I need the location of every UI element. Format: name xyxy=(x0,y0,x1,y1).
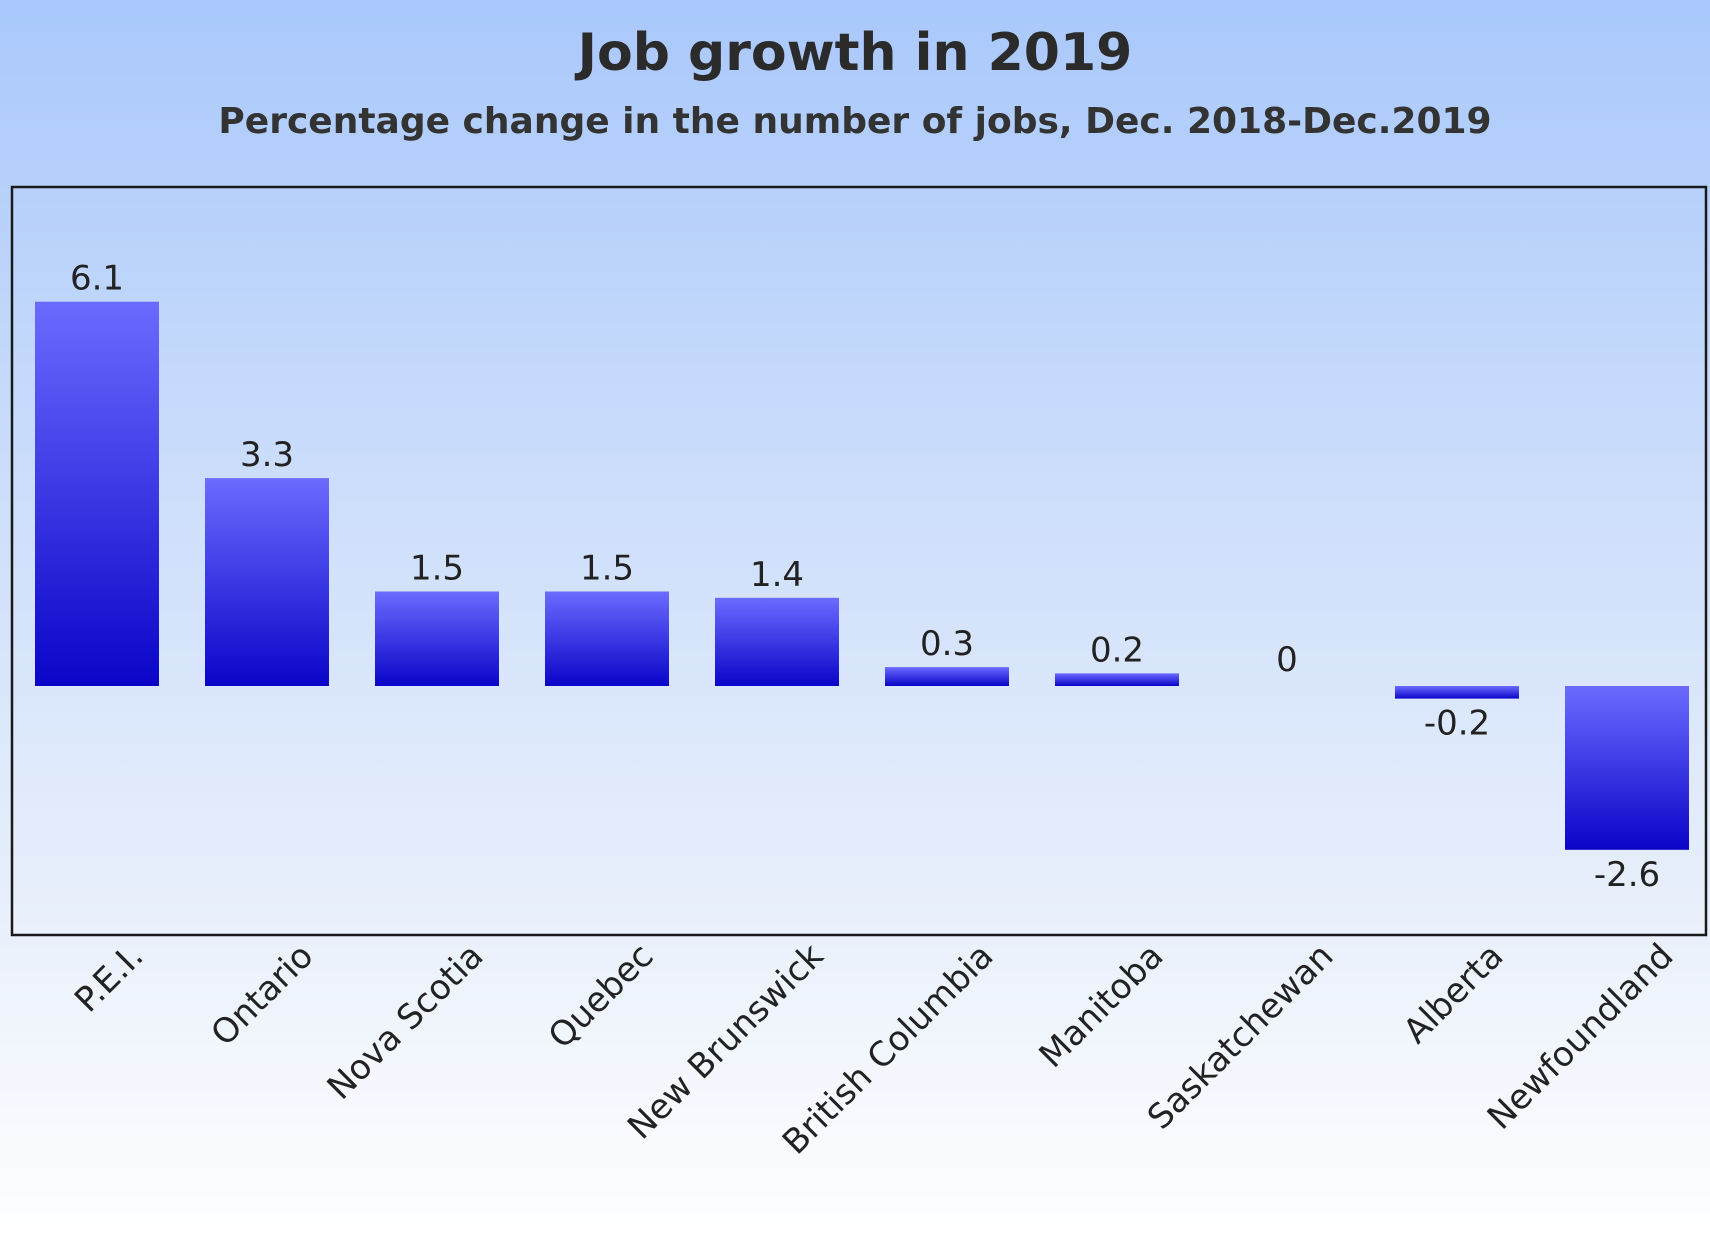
x-tick-label: Quebec xyxy=(541,936,662,1057)
chart-subtitle: Percentage change in the number of jobs,… xyxy=(218,101,1491,142)
value-label: 0.2 xyxy=(1090,630,1144,670)
value-label: 6.1 xyxy=(70,259,124,299)
x-tick-label: Manitoba xyxy=(1032,936,1172,1076)
value-label: 1.5 xyxy=(410,549,464,589)
x-tick-label: P.E.I. xyxy=(67,936,151,1020)
bars xyxy=(35,301,1689,850)
bar-new-brunswick xyxy=(715,597,839,686)
x-tick-label: Ontario xyxy=(203,936,321,1054)
value-label: -2.6 xyxy=(1594,855,1660,895)
bar-newfoundland xyxy=(1565,686,1689,850)
value-labels: 6.1 3.3 1.5 1.5 1.4 0.3 0.2 0 -0.2 -2.6 xyxy=(70,259,1660,895)
value-label: 1.5 xyxy=(580,549,634,589)
chart-title: Job growth in 2019 xyxy=(575,23,1133,83)
value-label: 0 xyxy=(1276,640,1298,680)
plot-frame xyxy=(10,185,1708,937)
bar-british-columbia xyxy=(885,667,1009,686)
bar-ontario xyxy=(205,478,329,686)
x-tick-label: Alberta xyxy=(1396,936,1512,1052)
x-tick-label: Saskatchewan xyxy=(1140,936,1341,1137)
value-label: 3.3 xyxy=(240,435,294,475)
bar-manitoba xyxy=(1055,673,1179,686)
x-tick-label: Nova Scotia xyxy=(320,936,492,1108)
value-label: -0.2 xyxy=(1424,704,1490,744)
bar-nova-scotia xyxy=(375,591,499,686)
value-label: 0.3 xyxy=(920,624,974,664)
bar-quebec xyxy=(545,591,669,686)
bar-alberta xyxy=(1395,686,1519,699)
value-label: 1.4 xyxy=(750,555,804,595)
x-tick-label: Newfoundland xyxy=(1480,936,1682,1138)
bar-p-e-i xyxy=(35,301,159,686)
